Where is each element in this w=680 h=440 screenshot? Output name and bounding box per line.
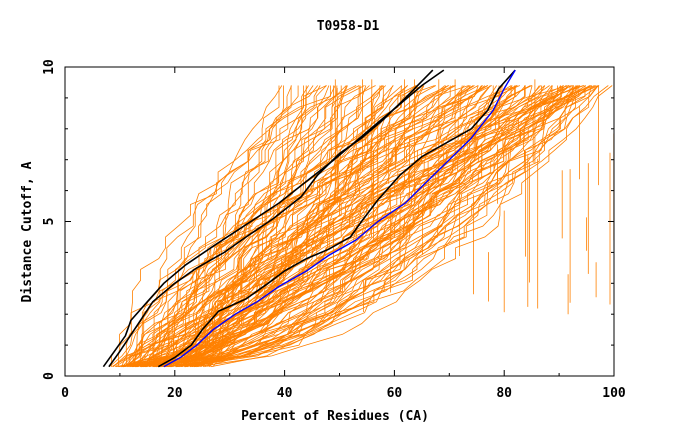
background-model-line [145,85,562,368]
background-model-line [153,85,485,368]
background-model-line [200,85,424,367]
background-model-line [112,85,564,368]
background-model-line [191,85,327,367]
background-model-line [109,85,417,368]
background-model-line [168,85,571,368]
background-model-line [118,85,553,368]
background-model-line [160,85,425,368]
chart-title: T0958-D1 [317,19,380,34]
highlight-model-line-black-3 [157,69,516,368]
highlight-model-line-black-1 [102,69,445,368]
background-model-line [132,85,283,367]
x-tick-label: 40 [277,386,293,401]
x-tick-label: 100 [602,386,626,401]
y-axis-label: Distance Cutoff, A [20,161,35,302]
background-model-line [140,85,567,367]
highlighted-model-curves [102,69,516,368]
highlight-model-line-black-2 [108,69,434,368]
x-tick-label: 80 [496,386,512,401]
background-model-line [150,85,408,368]
background-model-line [122,85,365,367]
background-model-line [166,85,504,368]
background-model-line [194,85,599,368]
background-model-line [169,85,330,368]
background-model-line [179,85,526,368]
background-model-line [141,85,525,368]
background-model-line [207,85,492,367]
background-model-line [162,85,309,368]
background-model-line [122,85,579,368]
x-tick-label: 20 [167,386,183,401]
axis-ticks: 0 20 40 60 80 100 0 5 10 [42,59,626,401]
background-model-line [184,85,367,368]
y-tick-label: 0 [42,372,57,380]
background-model-curves [109,79,615,368]
background-model-line [121,85,319,367]
background-model-line [175,85,599,368]
highlight-model-line-blue [163,69,516,368]
x-tick-label: 60 [387,386,403,401]
background-model-line [123,85,591,368]
background-model-line [194,85,581,367]
background-model-line [191,85,561,368]
y-tick-label: 5 [42,218,57,226]
background-model-line [180,85,305,368]
background-model-line [169,85,569,368]
background-model-line [196,85,613,368]
background-model-line [184,85,418,368]
background-model-line [141,85,489,368]
background-model-line [149,85,360,367]
background-model-line [152,85,553,368]
background-model-line [145,85,479,368]
background-model-line [164,85,587,368]
background-model-line [185,85,592,368]
y-tick-label: 10 [42,59,57,75]
background-model-line [177,85,383,368]
background-model-line [166,85,609,368]
background-model-line [153,85,327,367]
background-model-line [119,85,361,368]
background-model-line [158,85,482,368]
background-model-line [194,85,599,368]
background-model-line [121,85,597,368]
background-model-line [134,85,447,367]
background-model-line [162,85,314,368]
background-model-line [155,85,580,368]
background-model-line [202,85,574,368]
x-axis-label: Percent of Residues (CA) [241,409,429,424]
background-model-line [135,85,512,368]
x-tick-label: 0 [61,386,69,401]
background-model-line [184,85,491,368]
